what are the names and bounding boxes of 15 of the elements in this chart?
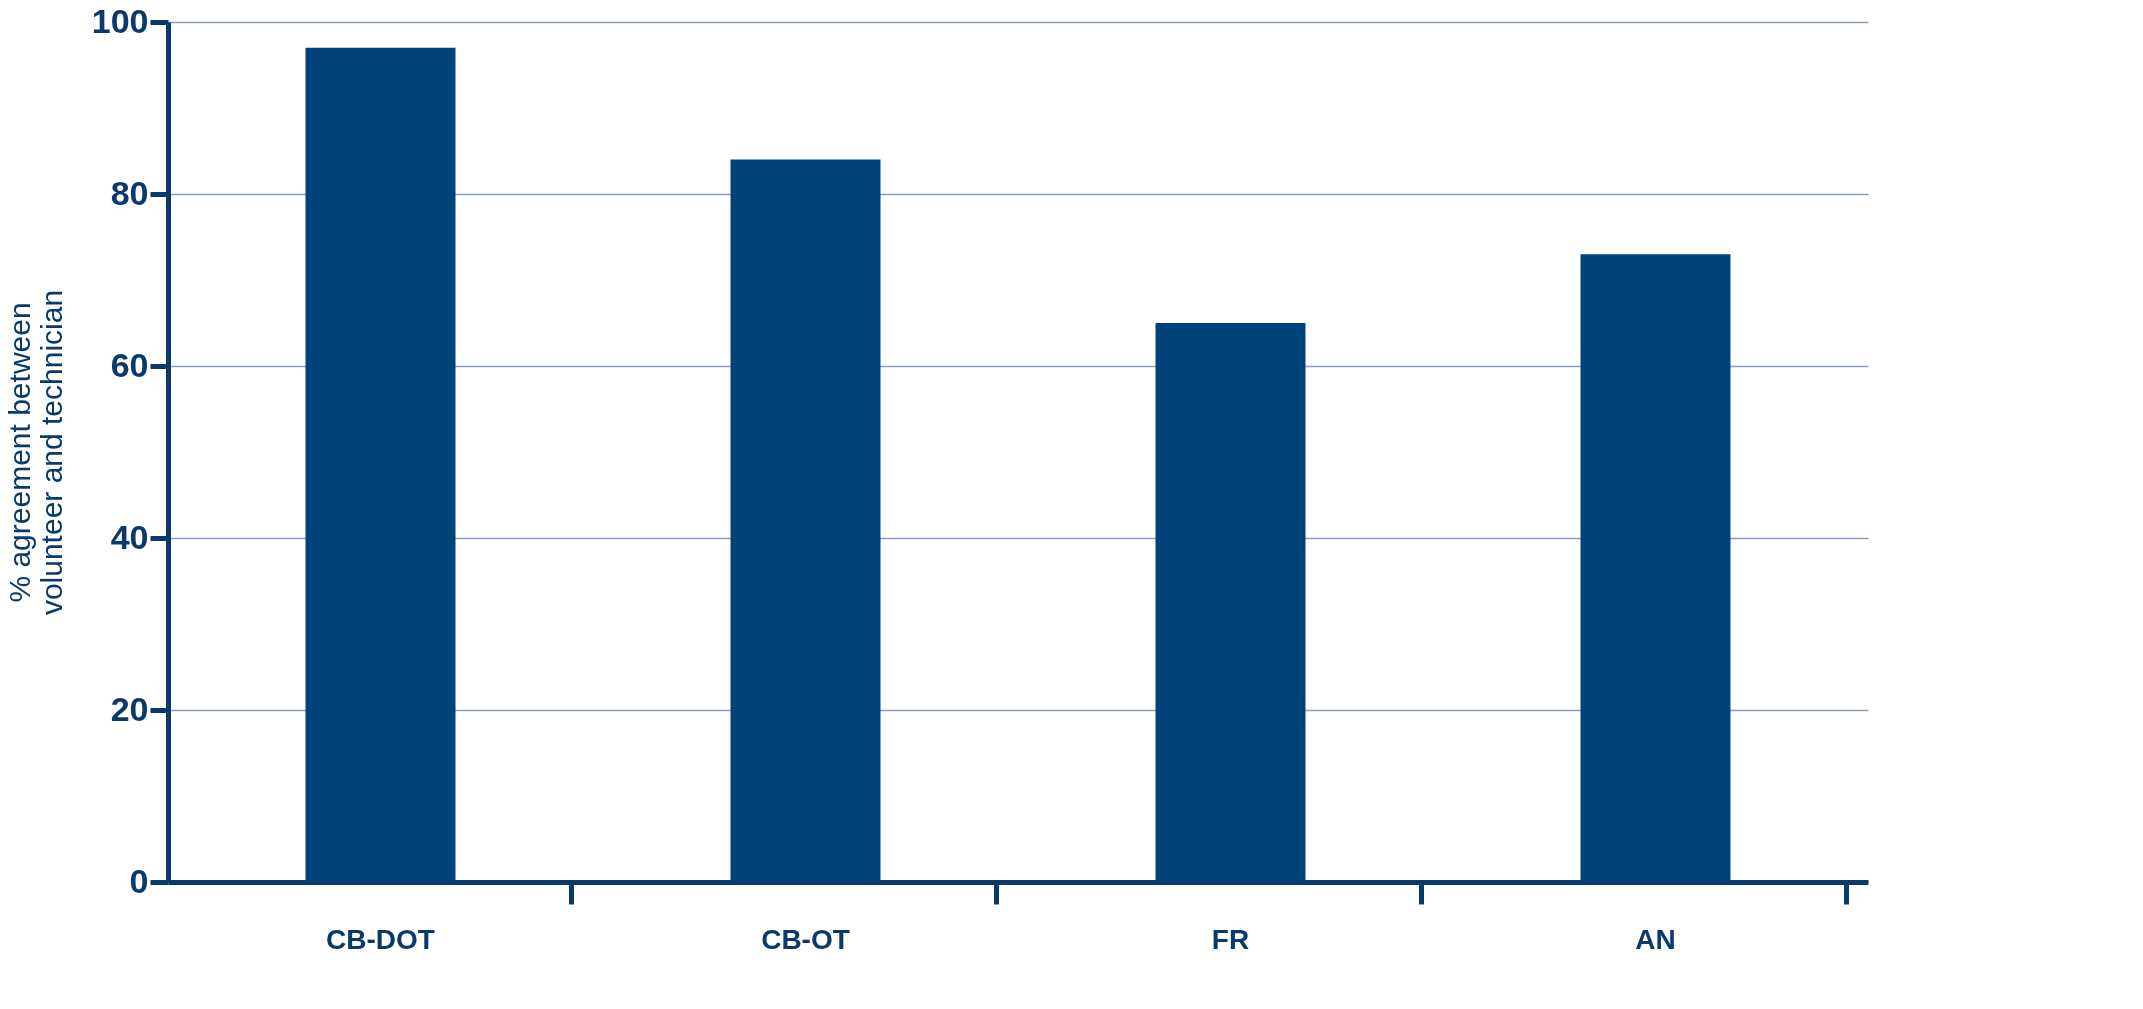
y-tick-label: 60	[110, 345, 149, 384]
y-tick-label: 80	[110, 173, 149, 212]
x-tick-label: CB-DOT	[326, 923, 435, 955]
x-tick-label: AN	[1635, 923, 1676, 955]
bar	[305, 47, 456, 882]
y-tick-label: 100	[91, 1, 149, 40]
x-tick-label: CB-OT	[761, 923, 850, 955]
y-tick-label: 0	[129, 861, 149, 900]
y-axis-title: % agreement between volunteer and technician	[2, 289, 68, 616]
y-tick-label: 40	[110, 517, 149, 556]
bar	[1580, 254, 1731, 882]
x-tick-label: FR	[1211, 923, 1250, 955]
bar	[730, 159, 881, 882]
y-tick-label: 20	[110, 689, 149, 728]
bar	[1155, 323, 1306, 882]
